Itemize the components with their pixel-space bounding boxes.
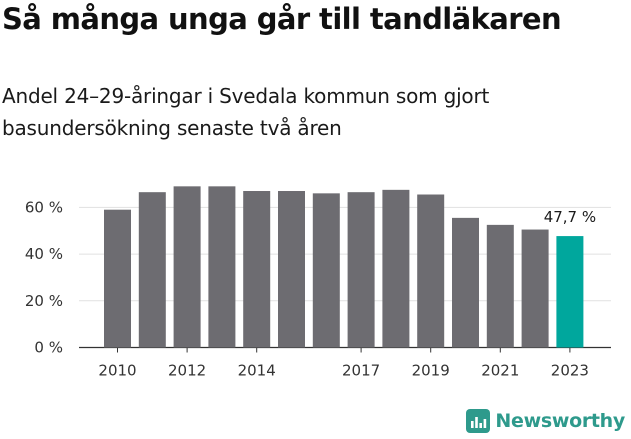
bar-2012	[173, 186, 201, 348]
x-tick-label: 2017	[342, 362, 380, 380]
y-tick-label: 20 %	[25, 292, 63, 310]
y-axis-ticks: 0 % 20 % 40 % 60 %	[25, 198, 63, 356]
y-tick-label: 60 %	[25, 198, 63, 216]
bar-2020	[452, 217, 479, 348]
bar-2017	[347, 192, 375, 348]
brand-logo: Newsworthy	[466, 409, 625, 433]
y-tick-label: 0 %	[34, 339, 63, 357]
bars	[104, 186, 584, 348]
x-tick-label: 2021	[481, 362, 519, 380]
data-label-2023: 47,7 %	[544, 208, 596, 226]
bar-2018	[382, 189, 410, 348]
data-labels: 47,7 %	[544, 208, 596, 226]
chart-subtitle: Andel 24–29-åringar i Svedala kommun som…	[2, 84, 490, 140]
x-tick-label: 2010	[98, 362, 136, 380]
newsworthy-logo-icon	[466, 409, 491, 433]
bar-2010	[104, 209, 131, 348]
x-tick-label: 2019	[412, 362, 450, 380]
bar-2019	[417, 194, 445, 348]
bar-2013	[208, 186, 236, 348]
bar-2023	[556, 236, 584, 348]
bar-2011	[138, 192, 166, 348]
bar-2022	[521, 229, 549, 348]
bar-2015	[278, 191, 305, 348]
x-axis-ticks: 2010 2012 2014 2017 2019 2021 2023	[98, 347, 589, 380]
chart-title: Så många unga går till tandläkaren	[2, 2, 562, 36]
bar-2021	[486, 224, 514, 348]
x-tick-label: 2012	[168, 362, 206, 380]
bar-2016	[312, 193, 340, 348]
brand-name: Newsworthy	[495, 410, 625, 432]
x-tick-label: 2023	[551, 362, 589, 380]
x-tick-label: 2014	[238, 362, 276, 380]
y-tick-label: 40 %	[25, 245, 63, 263]
bar-2014	[243, 191, 271, 348]
